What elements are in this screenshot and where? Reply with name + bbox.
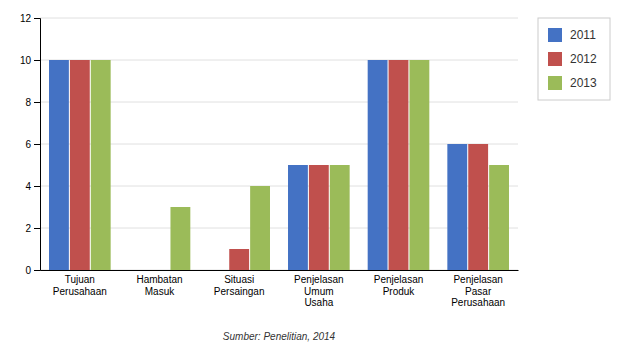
- y-tick-mark: [34, 228, 40, 229]
- y-tick: 4: [25, 181, 40, 192]
- y-tick: 10: [20, 55, 40, 66]
- bar: [389, 60, 409, 270]
- y-tick-label: 4: [25, 181, 31, 192]
- bar: [250, 186, 270, 270]
- grid-line: [40, 186, 518, 187]
- legend-item: 2013: [548, 76, 597, 90]
- bar: [208, 270, 228, 271]
- bars: [49, 60, 509, 270]
- legend-item: 2012: [548, 52, 597, 66]
- legend-label: 2013: [570, 76, 597, 90]
- y-tick: 2: [25, 223, 40, 234]
- plot-area: 0 2 4 6 8 10 12 TujuanPerusahaan HambatanMasuk Si…: [20, 13, 519, 308]
- bar: [49, 60, 69, 270]
- legend-swatch: [548, 28, 562, 42]
- x-tick: HambatanMasuk: [136, 274, 182, 297]
- y-tick-mark: [34, 60, 40, 61]
- bar: [309, 165, 329, 270]
- y-tick: 0: [25, 265, 40, 276]
- x-tick-label: PenjelasanProduk: [374, 274, 423, 297]
- y-tick-label: 2: [25, 223, 31, 234]
- grid-line: [40, 102, 518, 103]
- x-tick: PenjelasanPasarPerusahaan: [451, 274, 505, 308]
- legend-label: 2011: [570, 28, 596, 42]
- bar: [489, 165, 509, 270]
- legend-swatch: [548, 76, 562, 90]
- y-tick: 12: [20, 13, 40, 24]
- y-tick-label: 6: [25, 139, 31, 150]
- x-tick-label: TujuanPerusahaan: [53, 274, 107, 297]
- grid-line: [40, 144, 518, 145]
- legend-frame: [538, 18, 610, 100]
- bar: [288, 165, 308, 270]
- bar: [129, 270, 149, 271]
- y-tick-mark: [34, 18, 40, 19]
- bar: [229, 249, 249, 270]
- bar: [447, 144, 467, 270]
- bar: [468, 144, 488, 270]
- y-tick: 8: [25, 97, 40, 108]
- grid-line: [40, 18, 518, 19]
- y-axis-line: [34, 19, 41, 271]
- bar: [368, 60, 388, 270]
- x-tick: PenjelasanUmumUsaha: [294, 274, 343, 308]
- chart-svg: 0 2 4 6 8 10 12 TujuanPerusahaan HambatanMasuk Si…: [0, 0, 628, 348]
- x-tick: PenjelasanProduk: [374, 274, 423, 297]
- y-tick-mark: [34, 186, 40, 187]
- y-tick-mark: [34, 144, 40, 145]
- y-tick-mark: [34, 102, 40, 103]
- y-tick-label: 10: [20, 55, 32, 66]
- legend-swatch: [548, 52, 562, 66]
- bar: [150, 270, 170, 271]
- x-axis: TujuanPerusahaan HambatanMasuk SituasiPers…: [41, 271, 519, 309]
- annotation: Sumber: Penelitian, 2014: [223, 331, 336, 342]
- bar: [330, 165, 350, 270]
- x-tick-label: HambatanMasuk: [136, 274, 182, 297]
- grid: [40, 18, 518, 270]
- bar: [91, 60, 111, 270]
- legend-label: 2012: [570, 52, 597, 66]
- legend-item: 2011: [548, 28, 596, 42]
- x-axis-line: [41, 270, 519, 271]
- grid-line: [40, 60, 518, 61]
- chart-container: 0 2 4 6 8 10 12 TujuanPerusahaan HambatanMasuk Si…: [0, 0, 628, 348]
- x-tick-label: PenjelasanPasarPerusahaan: [451, 274, 505, 308]
- grid-line: [40, 228, 518, 229]
- x-tick: SituasiPersaingan: [214, 274, 265, 297]
- y-tick-label: 0: [25, 265, 31, 276]
- bar: [70, 60, 90, 270]
- x-tick-label: PenjelasanUmumUsaha: [294, 274, 343, 308]
- bar-series: [91, 60, 509, 270]
- bar: [170, 207, 190, 270]
- legend: 2011 2012 2013: [538, 18, 610, 100]
- bar-series: [49, 60, 467, 270]
- y-tick-mark: [34, 270, 40, 271]
- bar-series: [70, 60, 488, 270]
- y-tick-label: 12: [20, 13, 32, 24]
- y-tick-label: 8: [25, 97, 31, 108]
- y-tick: 6: [25, 139, 40, 150]
- grid-line: [40, 270, 518, 271]
- bar: [409, 60, 429, 270]
- x-tick: TujuanPerusahaan: [53, 274, 107, 297]
- x-tick-label: SituasiPersaingan: [214, 274, 265, 297]
- y-axis: 0 2 4 6 8 10 12: [20, 13, 41, 276]
